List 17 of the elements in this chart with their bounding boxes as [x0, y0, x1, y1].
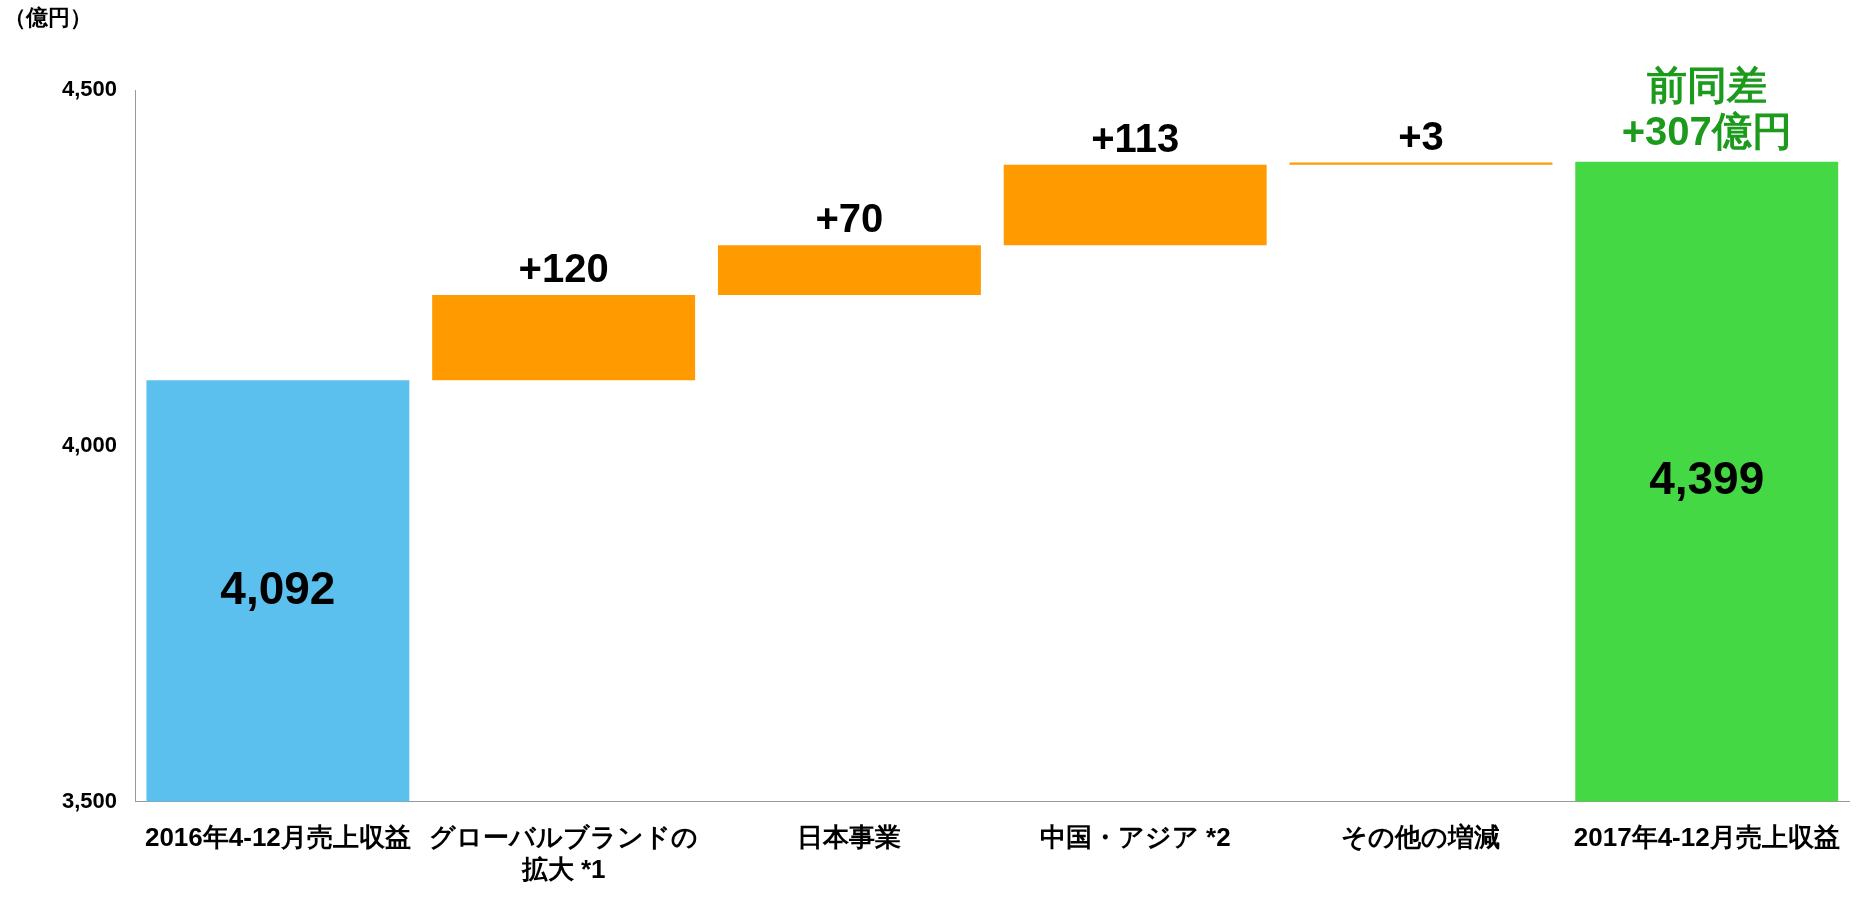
x-tick-label: その他の増減: [1341, 822, 1501, 853]
x-tick-label: グローバルブランドの拡大 *1: [429, 822, 699, 884]
data-label: +70: [815, 196, 884, 241]
data-label: 4,092: [220, 561, 336, 614]
x-tick-label: 2017年4-12月売上収益: [1573, 822, 1840, 853]
y-tick-label: 4,500: [61, 76, 117, 102]
y-axis-title: （億円）: [4, 5, 92, 31]
data-label: +3: [1398, 113, 1444, 158]
x-tick-label: 中国・アジア *2: [1039, 822, 1231, 853]
data-label: +113: [1091, 115, 1180, 160]
data-label: +120: [518, 245, 609, 290]
data-label: 4,399: [1649, 452, 1765, 505]
y-tick-label: 3,500: [61, 787, 117, 813]
y-tick-label: 4,000: [61, 431, 117, 457]
x-tick-label: 2016年4-12月売上収益: [144, 822, 411, 853]
x-tick-label: 日本事業: [797, 822, 902, 853]
annotation: 前同差 +307億円: [1621, 62, 1792, 153]
